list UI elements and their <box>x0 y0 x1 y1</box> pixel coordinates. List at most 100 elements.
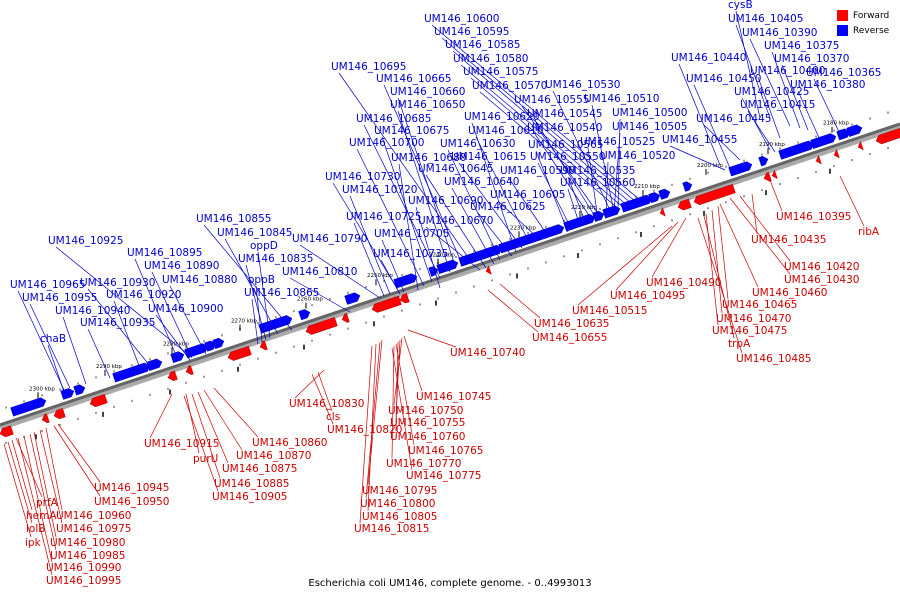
reverse-leader-line <box>797 90 821 141</box>
guide-dot <box>671 219 673 222</box>
guide-dot <box>743 195 745 198</box>
tick-label: 2260 kbp <box>297 297 323 303</box>
reverse-gene-label: UM146_10455 <box>662 134 737 146</box>
guide-dot <box>761 189 763 192</box>
reverse-gene-arrow <box>758 155 769 167</box>
forward-leader-line <box>739 195 791 262</box>
guide-dot <box>113 370 115 373</box>
forward-gene-label: UM146_10490 <box>646 277 721 289</box>
reverse-gene-label: UM146_10685 <box>356 113 431 125</box>
forward-leader-line <box>294 369 325 399</box>
reverse-leader-line <box>255 285 263 343</box>
reverse-leader-line <box>497 200 541 241</box>
reverse-gene-label: UM146_10425 <box>734 86 809 98</box>
reverse-leader-line <box>245 264 267 341</box>
reverse-gene-label: UM146_10580 <box>453 53 528 65</box>
reverse-leader-line <box>169 285 207 355</box>
reverse-gene-label: UM146_10545 <box>527 108 602 120</box>
forward-leader-line <box>45 427 63 511</box>
forward-gene-arrow <box>771 169 778 180</box>
guide-dot <box>293 310 295 313</box>
forward-leader-line <box>393 337 403 406</box>
forward-leader-line <box>185 393 200 454</box>
guide-dot <box>95 411 97 414</box>
legend-forward-swatch <box>837 10 848 21</box>
forward-leader-line <box>29 433 57 551</box>
forward-gene-label: UM146_10775 <box>406 470 481 482</box>
reverse-gene-label: UM146_10505 <box>612 121 687 133</box>
reverse-leader-line <box>381 239 405 293</box>
guide-dot <box>599 207 601 210</box>
forward-leader-line <box>615 221 679 291</box>
reverse-leader-line <box>87 288 151 367</box>
guide-dot <box>707 207 709 210</box>
reverse-gene-label: UM146_10565 <box>528 139 603 151</box>
forward-leader-line <box>39 429 63 524</box>
reverse-leader-line <box>669 145 726 171</box>
guide-dot <box>815 171 817 174</box>
reverse-gene-label: UM146_10790 <box>292 233 367 245</box>
guide-dot <box>41 394 43 397</box>
reverse-gene-label: UM146_10965 <box>10 279 85 291</box>
guide-dot <box>401 309 403 312</box>
reverse-leader-line <box>353 222 385 297</box>
guide-dot <box>77 382 79 385</box>
guide-dot <box>851 159 853 162</box>
forward-gene-label: UM146_10635 <box>534 318 609 330</box>
reverse-gene-label: UM146_10935 <box>80 317 155 329</box>
guide-dot <box>869 117 871 120</box>
forward-gene-label: UM146_10655 <box>532 332 607 344</box>
reverse-leader-line <box>703 124 741 161</box>
reverse-gene-label: UM146_10725 <box>346 211 421 223</box>
reverse-leader-line <box>441 37 637 203</box>
reverse-gene-label: UM146_10895 <box>127 247 202 259</box>
forward-leader-line <box>359 345 373 524</box>
reverse-gene-label: UM146_10595 <box>434 26 509 38</box>
forward-gene-label: UM146_10430 <box>784 274 859 286</box>
reverse-gene-label: UM146_10955 <box>22 292 97 304</box>
reverse-gene-label: UM146_10640 <box>444 176 519 188</box>
tick-label: 2210 kbp <box>634 184 660 190</box>
reverse-gene-label: UM146_10380 <box>790 79 865 91</box>
forward-gene-label: UM146_10750 <box>388 405 463 417</box>
reverse-leader-line <box>534 133 593 221</box>
forward-gene-label: UM146_10960 <box>56 510 131 522</box>
guide-dot <box>401 274 403 277</box>
reverse-leader-line <box>155 314 191 361</box>
reverse-leader-line <box>62 316 87 385</box>
forward-gene-label: UM146_10830 <box>289 398 364 410</box>
guide-dot <box>509 273 511 276</box>
reverse-leader-line <box>477 212 513 257</box>
forward-leader-line <box>407 329 457 348</box>
forward-gene-arrow <box>305 317 338 335</box>
forward-gene-arrow <box>677 198 692 211</box>
forward-leader-line <box>57 423 101 483</box>
reverse-gene-label: UM146_10720 <box>342 184 417 196</box>
reverse-gene-arrow <box>73 384 86 396</box>
reverse-gene-label: UM146_10900 <box>148 303 223 315</box>
guide-dot <box>185 346 187 349</box>
forward-gene-label: UM146_10875 <box>222 463 297 475</box>
guide-dot <box>563 219 565 222</box>
reverse-leader-line <box>113 300 141 369</box>
reverse-leader-line <box>567 188 581 227</box>
forward-gene-label: UM146_10975 <box>56 523 131 535</box>
guide-dot <box>257 322 259 325</box>
reverse-gene-label: UM146_10855 <box>196 213 271 225</box>
reverse-leader-line <box>151 271 193 359</box>
reverse-gene-label: UM146_10650 <box>390 99 465 111</box>
forward-gene-label: UM146_10770 <box>386 458 461 470</box>
forward-leader-line <box>487 289 539 333</box>
forward-gene-label: ribA <box>858 226 880 238</box>
reverse-leader-line <box>452 50 633 205</box>
guide-dot <box>41 429 43 432</box>
legend-forward-label: Forward <box>853 10 890 21</box>
guide-dot <box>527 267 529 270</box>
guide-dot <box>671 183 673 186</box>
forward-gene-arrow <box>167 370 178 381</box>
guide-dot <box>383 315 385 318</box>
guide-dot <box>689 213 691 216</box>
forward-gene-label: UM146_10820 <box>327 424 402 436</box>
forward-gene-label: cls <box>326 411 340 423</box>
forward-gene-arrow <box>53 408 66 420</box>
